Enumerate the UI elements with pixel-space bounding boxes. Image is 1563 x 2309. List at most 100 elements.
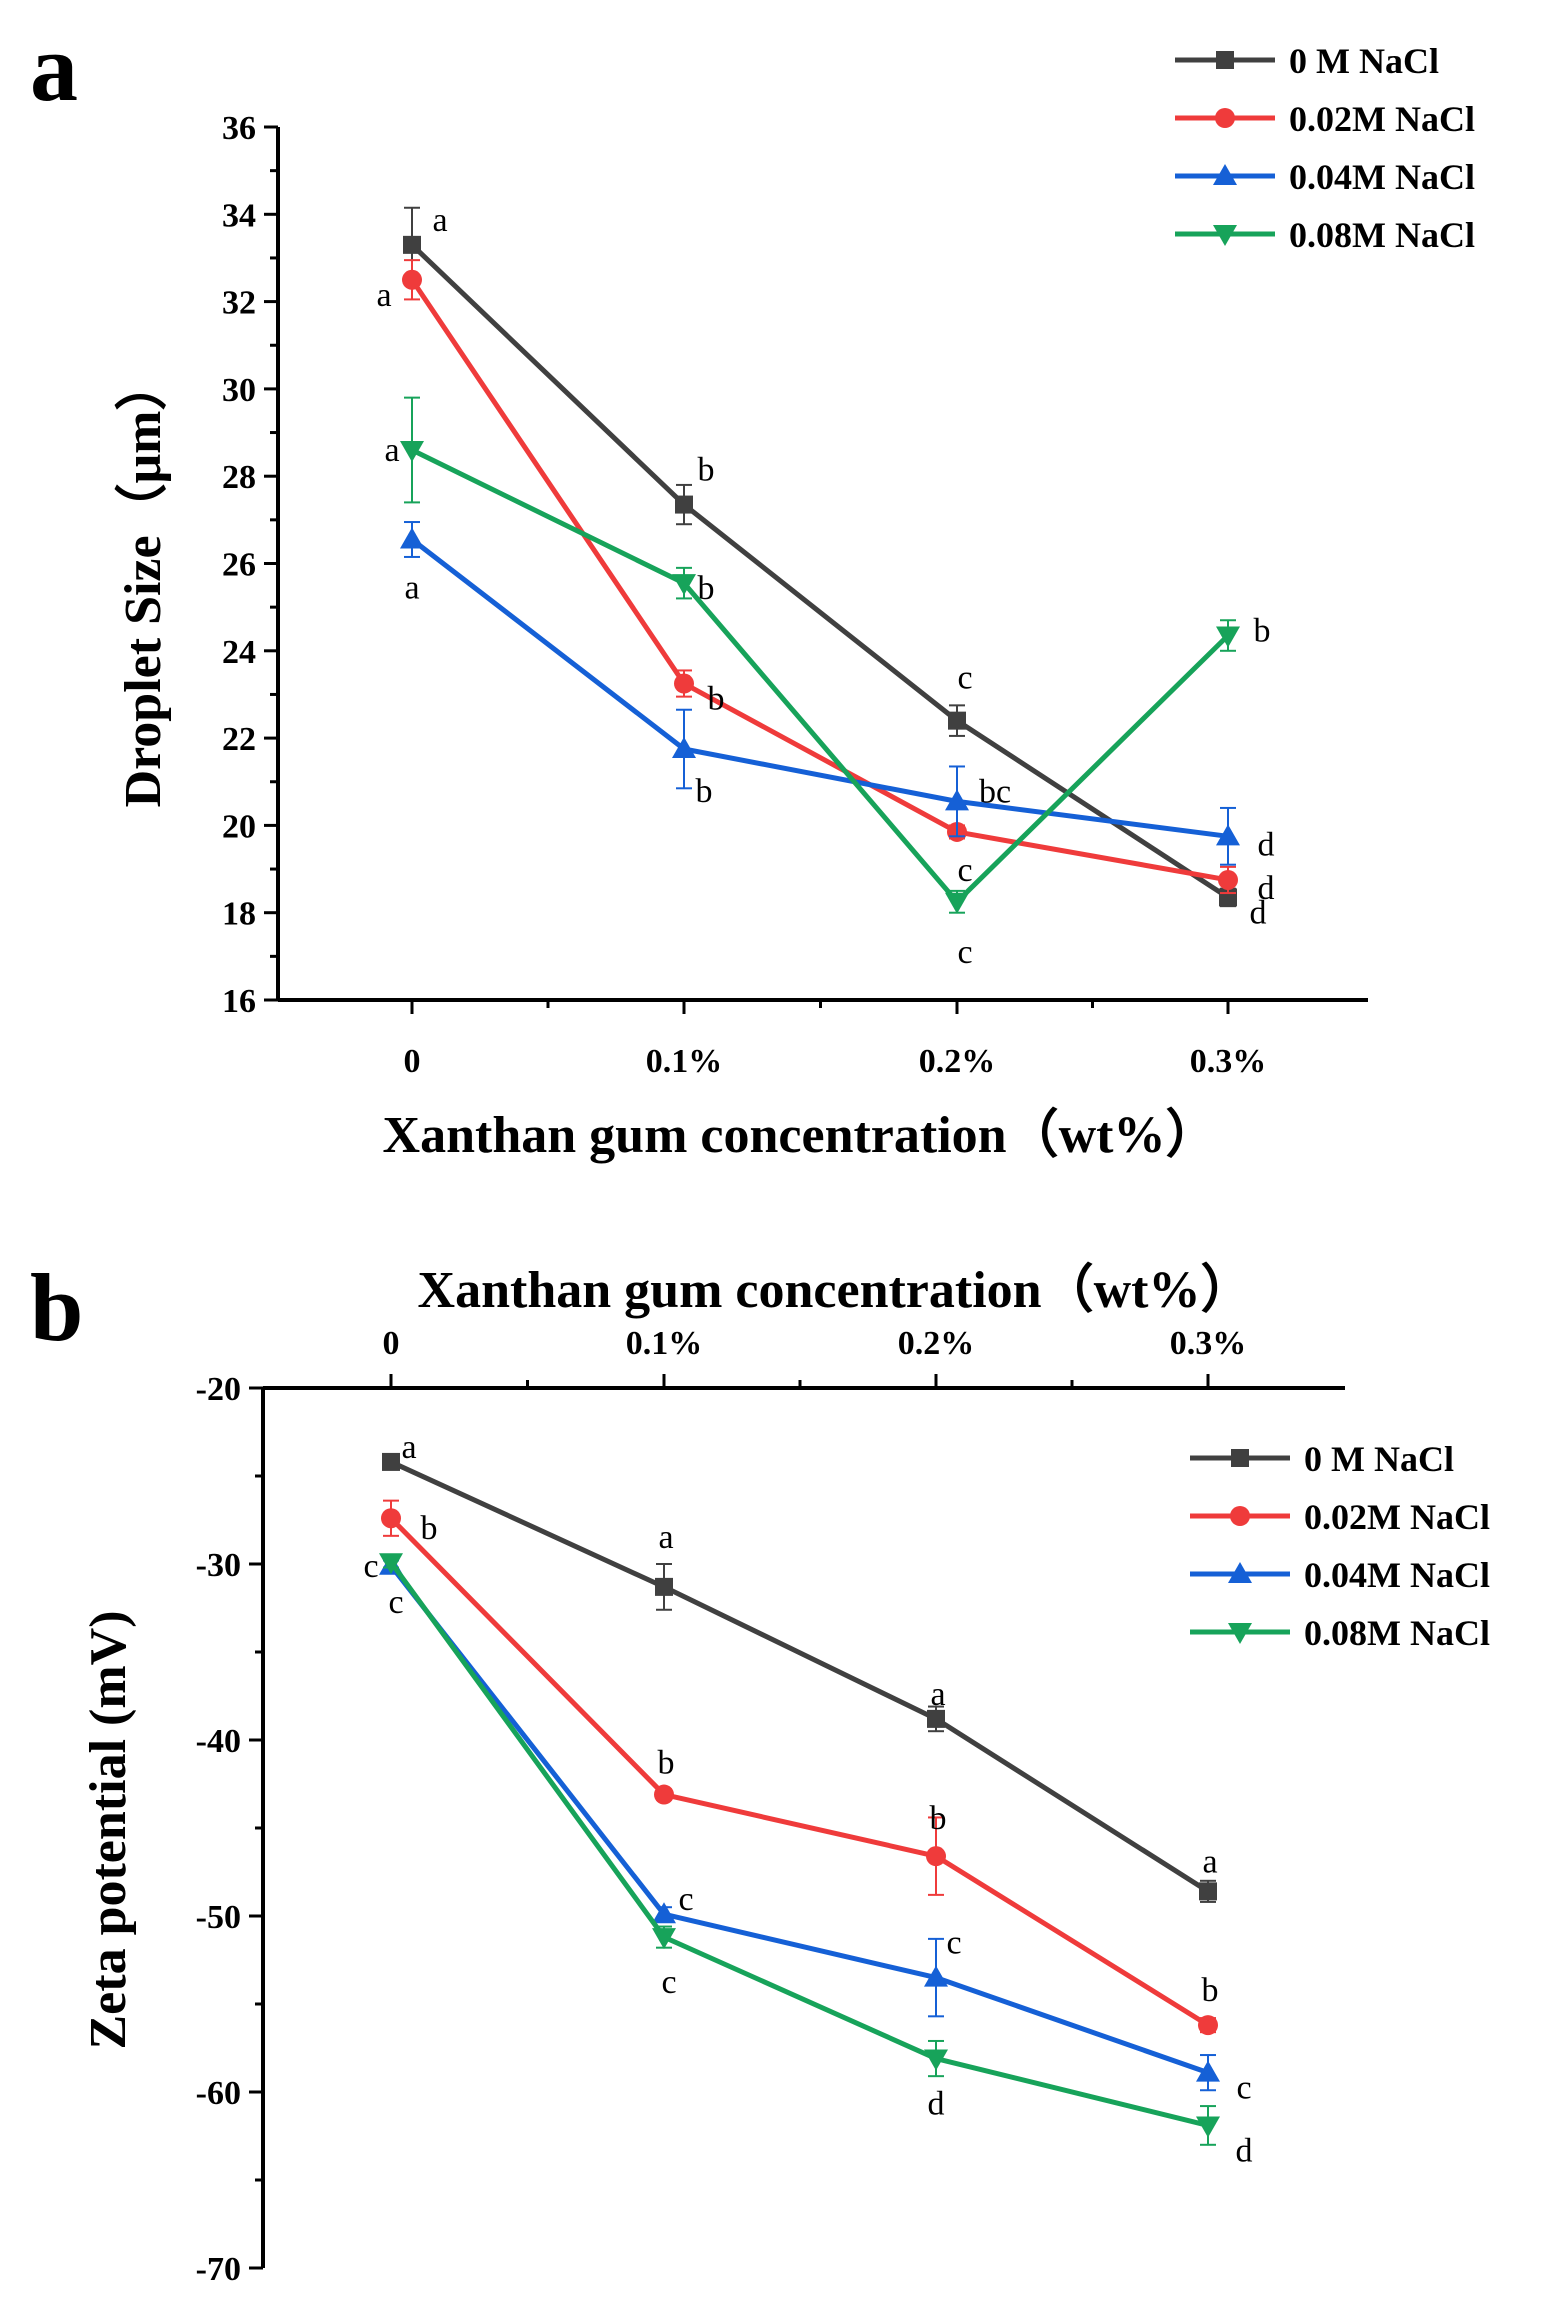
panel-a-x-tick-label: 0.1% xyxy=(646,1043,723,1080)
panel-a-legend-marker-0.02M xyxy=(1215,108,1235,128)
panel-a-legend-label-0M: 0 M NaCl xyxy=(1289,41,1439,81)
panel-a-legend-label-0.02M: 0.02M NaCl xyxy=(1289,99,1475,139)
panel-a-data-point-0.04M xyxy=(1216,824,1240,846)
panel-a-legend-label-0.08M: 0.08M NaCl xyxy=(1289,215,1475,255)
panel-b-data-point-0.04M xyxy=(652,1902,676,1924)
panel-b-data-point-0.02M xyxy=(381,1508,401,1529)
panel-b-significance-letter: c xyxy=(661,1964,676,2001)
panel-b-series-line-0.08M xyxy=(388,1560,1209,2128)
panel-b-legend-label-0.02M: 0.02M NaCl xyxy=(1304,1497,1490,1537)
panel-b-y-tick-label: -50 xyxy=(196,1899,241,1936)
panel-a-droplet-size-chart: 16 18 20 22 24 26 28 30 32 34 36 0 0.1% 0.2% 0.3% Xanth… xyxy=(114,41,1475,1164)
panel-b-significance-letter: a xyxy=(1202,1843,1217,1880)
panel-a-significance-letter: b xyxy=(698,570,715,607)
panel-a-data-point-0.02M xyxy=(1218,869,1238,890)
panel-b-data-point-0.04M xyxy=(924,1965,948,1987)
panel-b-data-point-0M xyxy=(927,1709,945,1728)
panel-a-significance-letter: b xyxy=(698,452,715,489)
panel-a-series-0.08M: a b c b xyxy=(384,396,1271,971)
panel-b-legend-label-0.04M: 0.04M NaCl xyxy=(1304,1555,1490,1595)
panel-b-series-0M: a a a a xyxy=(382,1429,1218,1903)
panel-b-significance-letter: c xyxy=(678,1881,693,1918)
panel-b-x-tick-label: 0 xyxy=(383,1325,400,1362)
panel-b-x-tick-label: 0.3% xyxy=(1170,1325,1247,1362)
panel-b-data-point-0.04M xyxy=(1196,2060,1220,2082)
panel-a-x-axis-title: Xanthan gum concentration（wt%） xyxy=(383,1106,1218,1164)
panel-a-y-tick-label: 18 xyxy=(222,896,256,933)
panel-a-significance-letter: a xyxy=(432,202,447,239)
panel-a-series-line-0.02M xyxy=(409,278,1229,883)
panel-a-significance-letter: b xyxy=(708,681,725,718)
panel-a-significance-letter: b xyxy=(1254,613,1271,650)
panel-b-series-line-0M xyxy=(389,1459,1210,1894)
panel-a-y-tick-label: 26 xyxy=(222,547,256,584)
panel-a-x-tick-label: 0.3% xyxy=(1190,1043,1267,1080)
panel-a-series-0.04M: a b b c d xyxy=(400,521,1275,866)
panel-b-y-tick-label: -40 xyxy=(196,1723,241,1760)
panel-a-data-point-0M xyxy=(403,235,421,254)
panel-b-data-point-0.08M xyxy=(924,2049,948,2071)
panel-b-data-point-0.02M xyxy=(1198,2015,1218,2036)
panel-a-series-line-0.04M xyxy=(410,537,1229,839)
panel-a-y-tick-label: 16 xyxy=(222,983,256,1020)
panel-letter-a: a xyxy=(30,14,78,121)
panel-b-significance-letter: c xyxy=(1236,2070,1251,2107)
panel-a-legend-marker-0.04M xyxy=(1213,164,1237,185)
panel-b-significance-letter: a xyxy=(930,1676,945,1713)
panel-a-legend-label-0.04M: 0.04M NaCl xyxy=(1289,157,1475,197)
panel-a-data-point-0M xyxy=(948,711,966,730)
panel-b-legend-marker-0.04M xyxy=(1228,1562,1252,1583)
panel-b-data-point-0M xyxy=(382,1452,400,1471)
panel-a-significance-letter: b xyxy=(696,773,713,810)
panel-b-series-0.02M: b b b b xyxy=(381,1499,1219,2036)
panel-a-y-tick-label: 28 xyxy=(222,459,256,496)
panel-a-data-point-0.04M xyxy=(400,527,424,549)
panel-b-y-axis-title: Zeta potential (mV) xyxy=(80,1610,137,2049)
panel-b-y-tick-label: -30 xyxy=(196,1547,241,1584)
panel-a-data-point-0.04M xyxy=(945,789,969,811)
panel-a-significance-letter: d xyxy=(1250,894,1267,931)
panel-a-significance-letter: d xyxy=(1258,826,1275,863)
panel-a-data-point-0.08M xyxy=(672,574,696,596)
panel-b-significance-letter: c xyxy=(946,1925,961,1962)
panel-a-series-0M: a b c d xyxy=(403,202,1267,931)
panel-b-significance-letter: d xyxy=(928,2086,945,2123)
panel-b-legend-label-0M: 0 M NaCl xyxy=(1304,1439,1454,1479)
panel-a-significance-letter: a xyxy=(384,432,399,469)
panel-a-x-tick-label: 0 xyxy=(404,1043,421,1080)
panel-b-legend-marker-0.08M xyxy=(1228,1623,1252,1644)
panel-a-significance-letter: d xyxy=(1258,870,1275,907)
panel-b-data-point-0.02M xyxy=(926,1846,946,1867)
panel-b-significance-letter: b xyxy=(421,1510,438,1547)
panel-a-significance-letter: a xyxy=(376,277,391,314)
panel-b-legend-label-0.08M: 0.08M NaCl xyxy=(1304,1613,1490,1653)
panel-b-significance-letter: a xyxy=(658,1519,673,1556)
panel-b-legend-marker-0M xyxy=(1231,1449,1249,1467)
panel-a-data-point-0.02M xyxy=(674,673,694,694)
panel-b-significance-letter: c xyxy=(388,1584,403,1621)
panel-a-legend-marker-0.08M xyxy=(1213,225,1237,246)
panel-a-y-tick-label: 24 xyxy=(222,634,256,671)
panel-a-y-tick-label: 34 xyxy=(222,197,256,234)
panel-a-data-point-0.04M xyxy=(672,737,696,759)
panel-a-significance-letter: c xyxy=(957,660,972,697)
panel-b-significance-letter: b xyxy=(658,1745,675,1782)
panel-b-data-point-0.08M xyxy=(1196,2116,1220,2138)
panel-b-data-point-0M xyxy=(655,1577,673,1596)
panel-a-data-point-0.02M xyxy=(402,269,422,290)
panel-b-y-tick-label: -70 xyxy=(196,2251,241,2288)
panel-b-x-tick-label: 0.1% xyxy=(626,1325,703,1362)
panel-a-y-tick-label: 22 xyxy=(222,721,256,758)
panel-a-legend: 0 M NaCl 0.02M NaCl 0.04M NaCl 0.08M NaCl xyxy=(1175,41,1475,255)
panel-b-y-tick-label: -20 xyxy=(196,1371,241,1408)
panel-a-data-point-0.08M xyxy=(1216,626,1240,648)
panel-letter-b: b xyxy=(30,1254,83,1361)
panel-b-significance-letter: c xyxy=(363,1548,378,1585)
panel-b-series-line-0.02M xyxy=(389,1516,1210,2028)
panel-a-y-tick-label: 20 xyxy=(222,808,256,845)
panel-a-significance-letter: a xyxy=(404,569,419,606)
panel-b-legend: 0 M NaCl 0.02M NaCl 0.04M NaCl 0.08M NaCl xyxy=(1190,1439,1490,1653)
